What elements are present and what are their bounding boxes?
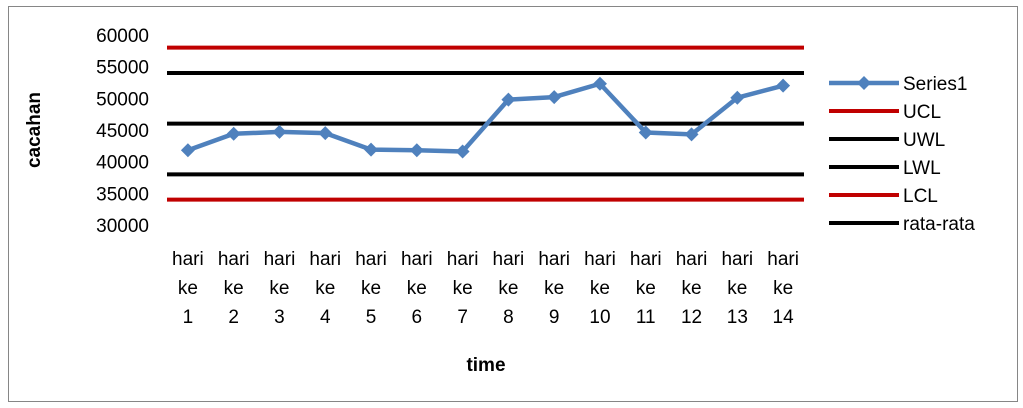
y-tick-label: 55000: [96, 58, 149, 79]
control-chart: 30000 35000 40000 45000 50000 55000 60000 hari…: [24, 26, 975, 376]
series1-point: [547, 90, 562, 105]
series-line-group: [180, 76, 791, 159]
series1-point: [592, 76, 607, 91]
x-tick-label: hari ke 11: [630, 249, 662, 328]
legend-marker: [857, 76, 871, 90]
x-tick-label: hari ke 3: [264, 249, 296, 328]
y-tick-label: 35000: [96, 184, 149, 205]
legend-label: rata-rata: [903, 214, 975, 235]
series1-point: [455, 144, 470, 159]
series1-point: [776, 78, 791, 93]
y-tick-label: 40000: [96, 153, 149, 174]
x-axis-title: time: [466, 355, 505, 376]
y-tick-label: 50000: [96, 89, 149, 110]
series1-point: [638, 125, 653, 140]
y-tick-label: 60000: [96, 26, 149, 47]
x-axis-ticks: hari ke 1 hari ke 2 hari ke 3 hari ke 4 hari ke 5 hari k…: [172, 249, 799, 328]
x-tick-label: hari ke 12: [676, 249, 708, 328]
x-tick-label: hari ke 2: [218, 249, 250, 328]
legend-label: Series1: [903, 74, 967, 95]
y-tick-label: 30000: [96, 216, 149, 237]
x-tick-label: hari ke 7: [447, 249, 479, 328]
chart-area: 30000 35000 40000 45000 50000 55000 60000 hari…: [8, 6, 1018, 402]
y-tick-label: 45000: [96, 121, 149, 142]
x-tick-label: hari ke 4: [309, 249, 341, 328]
series1-point: [364, 142, 379, 157]
series1-point: [501, 92, 516, 107]
series1-line: [187, 81, 784, 154]
legend: Series1 UCL UWL LWL LCL rata-rata: [829, 74, 975, 235]
legend-label: UCL: [903, 102, 941, 123]
series1-point: [272, 124, 287, 139]
series1-point: [730, 90, 745, 105]
x-tick-label: hari ke 5: [355, 249, 387, 328]
x-tick-label: hari ke 14: [767, 249, 799, 328]
series1-point: [180, 143, 195, 158]
legend-label: LWL: [903, 158, 941, 179]
series1-point: [318, 126, 333, 141]
x-tick-label: hari ke 10: [584, 249, 616, 328]
x-tick-label: hari ke 13: [721, 249, 753, 328]
legend-label: LCL: [903, 186, 938, 207]
y-axis-title: cacahan: [24, 92, 45, 168]
x-tick-label: hari ke 6: [401, 249, 433, 328]
series1-point: [684, 127, 699, 142]
y-axis-ticks: 30000 35000 40000 45000 50000 55000 60000: [96, 26, 149, 237]
x-tick-label: hari ke 1: [172, 249, 204, 328]
x-tick-label: hari ke 9: [538, 249, 570, 328]
series1-point: [409, 143, 424, 158]
x-tick-label: hari ke 8: [493, 249, 525, 328]
series1-point: [226, 126, 241, 141]
legend-label: UWL: [903, 130, 945, 151]
